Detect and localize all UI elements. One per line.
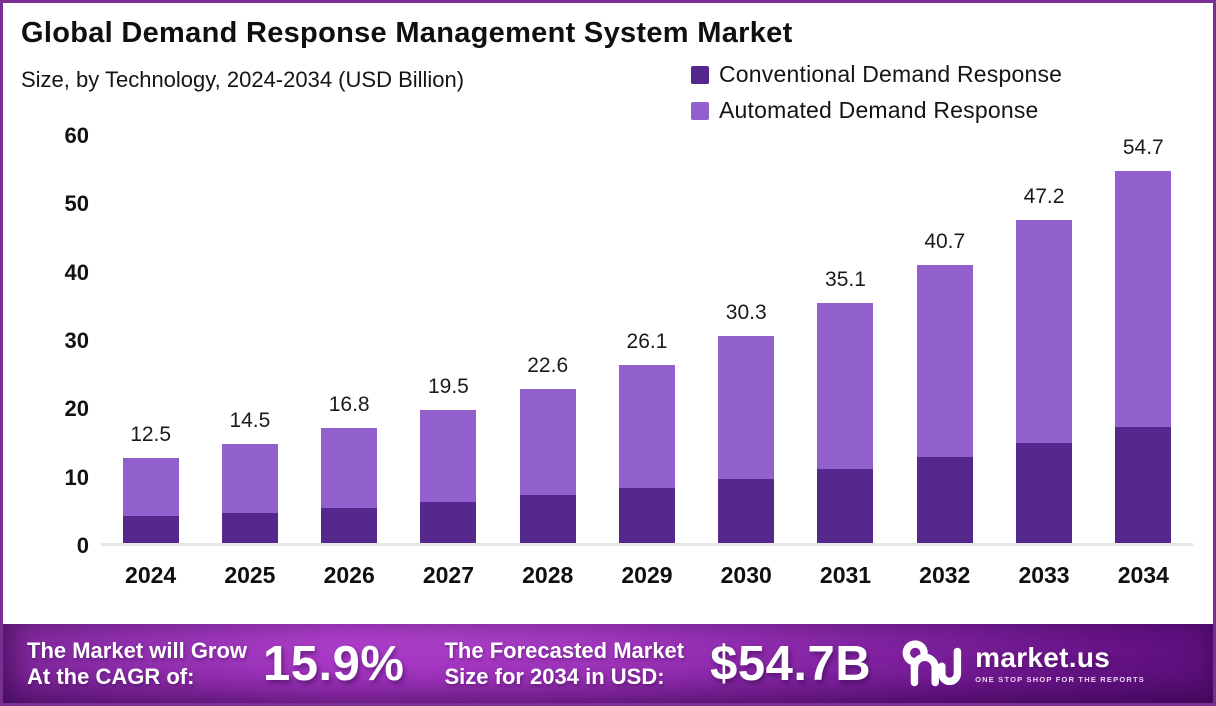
- x-tick-label: 2029: [621, 562, 673, 588]
- cagr-label: The Market will Grow At the CAGR of:: [27, 638, 247, 689]
- legend-item-automated: Automated Demand Response: [691, 97, 1062, 124]
- x-tick-label: 2030: [720, 562, 772, 588]
- bar-total-label: 26.1: [626, 329, 668, 353]
- y-tick-label: 0: [76, 533, 89, 558]
- marketus-icon: [902, 639, 962, 686]
- bar-group-2031: 35.1: [796, 136, 895, 543]
- bar-total-label: 12.5: [130, 422, 172, 446]
- x-axis: 2024 2025 2026 2027 2028 2029 2030 2031 2032 2033…: [101, 562, 1193, 589]
- brand-text: market.us ONE STOP SHOP FOR THE REPORTS: [975, 641, 1145, 684]
- bar-total-label: 19.5: [427, 374, 469, 398]
- bar-group-2033: 47.2: [994, 136, 1093, 543]
- stacked-bar-chart: 60 50 40 30 20 10 0 12.5 14.5 16.8 19.5 22.6 26.1 30…: [3, 3, 1213, 630]
- bar-total-label: 14.5: [229, 408, 271, 432]
- x-tick-label: 2028: [522, 562, 574, 588]
- x-tick-label: 2025: [224, 562, 276, 588]
- bar-segment-conventional: [122, 516, 179, 543]
- x-tick-label: 2031: [819, 562, 872, 588]
- bar-segment-conventional: [916, 456, 973, 543]
- bar-group-2024: 12.5: [101, 136, 200, 543]
- bar-group-2030: 30.3: [697, 136, 796, 543]
- forecast-label-line1: The Forecasted Market: [444, 638, 685, 664]
- bar-segment-automated: [221, 443, 278, 513]
- bar-group-2027: 19.5: [399, 136, 498, 543]
- bar-segment-automated: [519, 388, 576, 496]
- bar-segment-conventional: [817, 468, 874, 543]
- x-tick-label: 2027: [422, 562, 475, 588]
- y-tick-label: 40: [64, 259, 89, 285]
- bar-segment-automated: [122, 457, 179, 517]
- brand-logo: market.us ONE STOP SHOP FOR THE REPORTS: [893, 636, 1145, 692]
- bar-total-label: 47.2: [1023, 185, 1065, 209]
- bar-total-label: 22.6: [527, 353, 569, 377]
- bar-total-label: 30.3: [725, 300, 767, 324]
- bar-segment-conventional: [618, 487, 675, 543]
- y-tick-label: 10: [64, 464, 89, 490]
- bar-total-label: 54.7: [1122, 136, 1164, 159]
- forecast-value: $54.7B: [710, 636, 872, 691]
- bar-segment-conventional: [1016, 443, 1073, 543]
- bar-total-label: 40.7: [924, 229, 966, 253]
- bar-segment-automated: [618, 364, 675, 488]
- page-title: Global Demand Response Management System…: [21, 17, 793, 49]
- legend-label: Automated Demand Response: [719, 97, 1039, 123]
- bar-segment-automated: [718, 335, 775, 479]
- x-tick-label: 2024: [125, 562, 177, 588]
- legend-label: Conventional Demand Response: [719, 61, 1063, 87]
- bar-group-2025: 14.5: [200, 136, 299, 543]
- x-tick-label: 2033: [1018, 562, 1070, 588]
- y-tick-label: 30: [64, 328, 89, 353]
- bar-segment-conventional: [321, 508, 378, 543]
- forecast-label: The Forecasted Market Size for 2034 in U…: [444, 638, 684, 689]
- brand-tagline: ONE STOP SHOP FOR THE REPORTS: [975, 674, 1145, 684]
- x-tick-label: 2026: [323, 562, 375, 588]
- chart-subtitle: Size, by Technology, 2024-2034 (USD Bill…: [21, 67, 465, 92]
- y-tick-label: 50: [64, 191, 89, 217]
- cagr-label-line1: The Market will Grow: [27, 638, 248, 664]
- legend-item-conventional: Conventional Demand Response: [691, 61, 1062, 88]
- plot-area: 12.5 14.5 16.8 19.5 22.6 26.1 30.3 35.1 40.7 47.2…: [101, 136, 1193, 546]
- bar-total-label: 35.1: [825, 268, 866, 292]
- y-tick-label: 60: [64, 123, 89, 148]
- x-tick-label: 2034: [1117, 562, 1169, 588]
- bar-segment-automated: [321, 428, 378, 509]
- bar-segment-conventional: [420, 502, 477, 543]
- bar-segment-automated: [1016, 220, 1073, 444]
- x-tick-label: 2032: [919, 562, 971, 588]
- brand-name: market.us: [975, 641, 1111, 673]
- bar-segment-automated: [916, 264, 973, 457]
- bar-total-label: 16.8: [328, 393, 370, 417]
- bar-group-2028: 22.6: [498, 136, 597, 543]
- cagr-value: 15.9%: [263, 636, 405, 691]
- bar-segment-conventional: [221, 512, 278, 543]
- bar-columns: 12.5 14.5 16.8 19.5 22.6 26.1 30.3 35.1 40.7 47.2…: [101, 136, 1193, 543]
- forecast-label-line2: Size for 2034 in USD:: [444, 663, 665, 689]
- bar-group-2026: 16.8: [300, 136, 399, 543]
- bar-segment-conventional: [718, 478, 775, 543]
- bar-group-2032: 40.7: [895, 136, 994, 543]
- bar-segment-automated: [420, 409, 477, 502]
- bar-segment-automated: [817, 303, 874, 469]
- legend: Conventional Demand Response Automated D…: [691, 61, 1062, 124]
- bar-group-2029: 26.1: [597, 136, 696, 543]
- bar-segment-conventional: [1115, 427, 1172, 543]
- bar-segment-automated: [1115, 171, 1172, 428]
- bar-group-2034: 54.7: [1094, 136, 1193, 543]
- cagr-label-line2: At the CAGR of:: [27, 663, 195, 689]
- legend-swatch-conventional: [691, 65, 709, 84]
- bar-segment-conventional: [519, 495, 576, 543]
- legend-swatch-automated: [691, 101, 709, 120]
- footer-banner: The Market will Grow At the CAGR of: 15.…: [3, 624, 1213, 703]
- y-tick-label: 20: [64, 396, 89, 422]
